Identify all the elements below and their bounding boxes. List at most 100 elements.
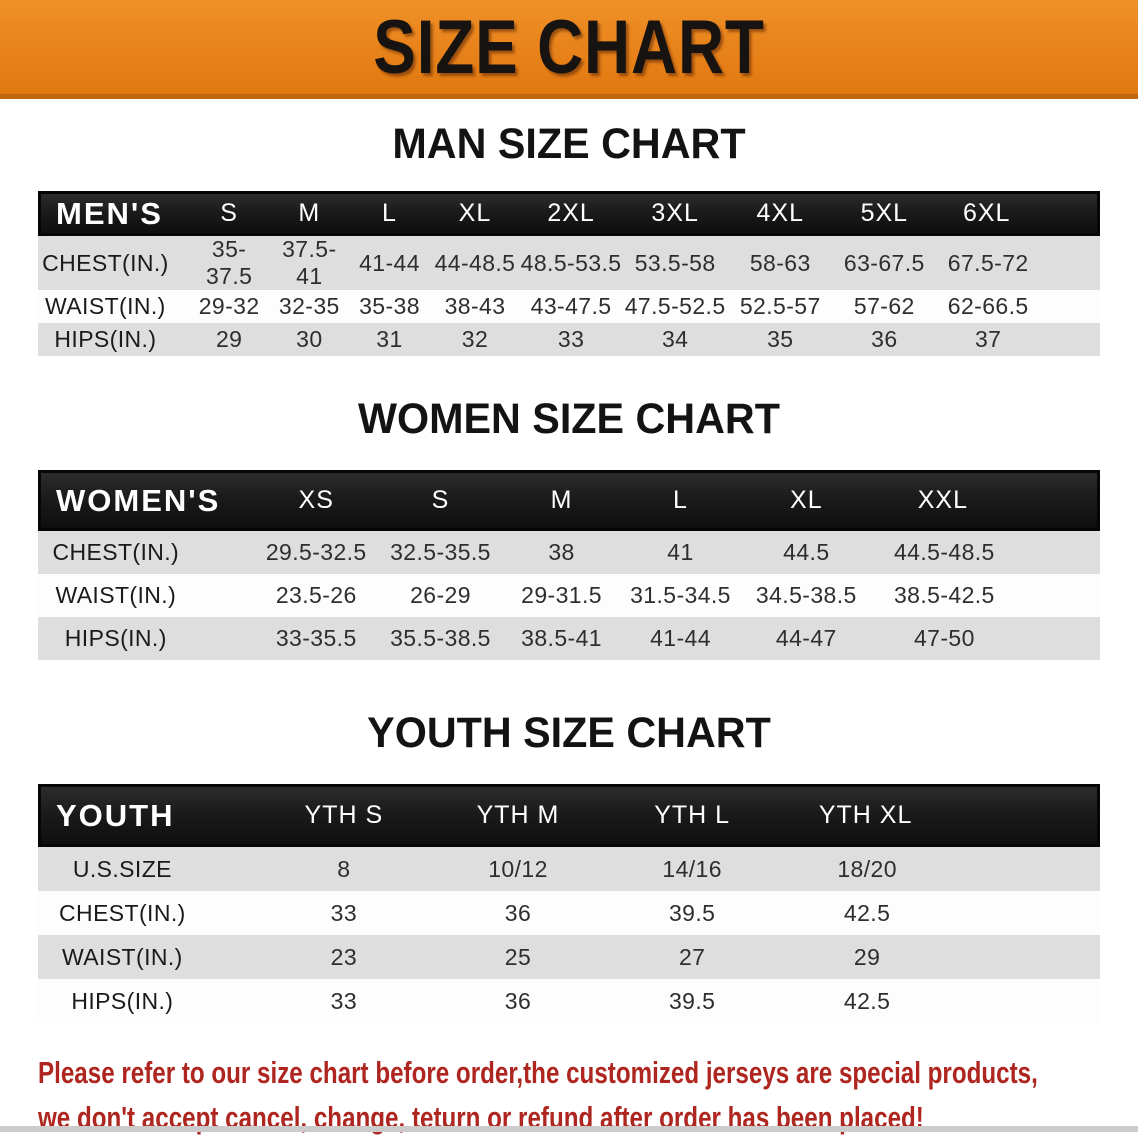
men-size-table: MEN'S S M L XL 2XL 3XL 4XL 5XL 6XL CHEST(IN.) 35-37… [38, 191, 1100, 356]
table-row-waist-in: WAIST(IN.) 29-32 32-35 35-38 38-43 43-47.5 47.… [38, 290, 1100, 323]
size-value-cell: 47.5-52.5 [624, 293, 726, 319]
size-value-cell: 42.5 [843, 987, 891, 1014]
size-value-cell: 39.5 [668, 987, 716, 1014]
size-value-cell: 44.5-48.5 [893, 539, 995, 565]
size-value-cell: 26-29 [410, 582, 471, 608]
column-header-4xl: 4XL [728, 191, 833, 236]
size-value-cell: 23 [330, 943, 358, 970]
row-label-waist-in: WAIST(IN.) [62, 943, 183, 970]
size-value-cell: 29-32 [198, 293, 260, 319]
size-value-cell: 31.5-34.5 [630, 582, 731, 608]
table-row-chest-in: CHEST(IN.) 33 36 39.5 42.5 [38, 891, 1100, 935]
bottom-strip [0, 1126, 1138, 1132]
women-section-title: WOMEN SIZE CHART [358, 395, 780, 443]
row-label-chest-in: CHEST(IN.) [42, 249, 169, 276]
size-value-cell: 41-44 [359, 249, 420, 276]
size-value-cell: 44-47 [775, 625, 837, 651]
size-value-cell: 10/12 [488, 855, 548, 882]
youth-section: YOUTH SIZE CHART YOUTH YTH S YTH M YTH L YTH… [0, 709, 1138, 1023]
size-value-cell: 37 [974, 326, 1002, 352]
size-value-cell: 42.5 [843, 899, 891, 926]
column-header-3xl: 3XL [622, 191, 729, 236]
youth-section-title: YOUTH SIZE CHART [367, 709, 771, 757]
table-corner-label-men-s: MEN'S [38, 191, 189, 236]
size-value-cell: 44-48.5 [434, 249, 516, 276]
size-value-cell: 38 [548, 539, 575, 565]
size-value-cell: 41-44 [650, 625, 711, 651]
size-value-cell: 52.5-57 [739, 293, 821, 319]
size-value-cell: 33 [330, 987, 358, 1014]
size-value-cell: 33 [330, 899, 358, 926]
size-value-cell: 57-62 [853, 293, 915, 319]
size-value-cell: 43-47.5 [530, 293, 612, 319]
size-value-cell: 34.5-38.5 [755, 582, 857, 608]
size-value-cell: 14/16 [662, 855, 722, 882]
size-value-cell: 27 [678, 943, 706, 970]
table-row-hips-in: HIPS(IN.) 33-35.5 35.5-38.5 38.5-41 41-44 44-… [38, 617, 1100, 660]
size-value-cell: 38.5-42.5 [893, 582, 995, 608]
size-value-cell: 33-35.5 [275, 625, 357, 651]
table-row-hips-in: HIPS(IN.) 33 36 39.5 42.5 [38, 979, 1100, 1023]
size-value-cell: 30 [296, 326, 323, 352]
disclaimer-text: Please refer to our size chart before or… [38, 1050, 1038, 1140]
women-size-table: WOMEN'S XS S M L XL XXL CHEST(IN.) 29.5-32.5 32.5… [38, 470, 1100, 660]
table-row-chest-in: CHEST(IN.) 35-37.5 37.5-41 41-44 44-48.5 48.5… [38, 236, 1100, 290]
size-value-cell: 44.5 [783, 539, 830, 565]
column-header-s: S [188, 191, 270, 236]
men-section: MAN SIZE CHART MEN'S S M L XL 2XL 3XL 4XL 5XL 6XL… [0, 120, 1138, 356]
size-value-cell: 31 [376, 326, 403, 352]
size-value-cell: 25 [504, 943, 532, 970]
column-header-xs: XS [253, 470, 379, 531]
women-section: WOMEN SIZE CHART WOMEN'S XS S M L XL XXL CHEST(… [0, 395, 1138, 660]
size-value-cell: 29 [853, 943, 881, 970]
size-value-cell: 47-50 [913, 625, 975, 651]
size-value-cell: 23.5-26 [275, 582, 357, 608]
table-header-row: WOMEN'S XS S M L XL XXL [38, 470, 1100, 531]
size-value-cell: 36 [504, 987, 532, 1014]
column-header-yth-m: YTH M [430, 784, 606, 847]
size-value-cell: 67.5-72 [947, 249, 1029, 276]
table-row-waist-in: WAIST(IN.) 23 25 27 29 [38, 935, 1100, 979]
size-value-cell: 38.5-41 [521, 625, 602, 651]
column-header-s: S [378, 470, 503, 531]
size-value-cell: 29 [215, 326, 243, 352]
table-corner-label-women-s: WOMEN'S [38, 470, 254, 531]
row-label-u-s-size: U.S.SIZE [72, 855, 172, 882]
banner-title: SIZE CHART [373, 4, 765, 90]
column-header-xl: XL [739, 470, 873, 531]
size-value-cell: 32.5-35.5 [390, 539, 491, 565]
column-header-6xl: 6XL [936, 191, 1100, 236]
size-value-cell: 35-38 [359, 293, 420, 319]
row-label-chest-in: CHEST(IN.) [52, 539, 180, 565]
size-value-cell: 29-31.5 [521, 582, 602, 608]
size-value-cell: 62-66.5 [947, 293, 1029, 319]
table-row-chest-in: CHEST(IN.) 29.5-32.5 32.5-35.5 38 41 44.5 44.5… [38, 531, 1100, 574]
column-header-m: M [502, 470, 622, 531]
column-header-5xl: 5XL [832, 191, 937, 236]
size-value-cell: 32 [461, 326, 489, 352]
size-value-cell: 32-35 [278, 293, 340, 319]
size-value-cell: 8 [337, 855, 351, 882]
column-header-yth-xl: YTH XL [779, 784, 1100, 847]
row-label-hips-in: HIPS(IN.) [64, 625, 167, 651]
table-header-row: YOUTH YTH S YTH M YTH L YTH XL [38, 784, 1100, 847]
size-value-cell: 41 [667, 539, 694, 565]
size-value-cell: 58-63 [749, 249, 811, 276]
table-row-hips-in: HIPS(IN.) 29 30 31 32 33 34 35 36 37 [38, 323, 1100, 356]
row-label-hips-in: HIPS(IN.) [71, 987, 174, 1014]
column-header-2xl: 2XL [520, 191, 623, 236]
table-corner-label-youth: YOUTH [38, 784, 257, 847]
row-label-chest-in: CHEST(IN.) [59, 899, 186, 926]
men-section-title: MAN SIZE CHART [392, 120, 746, 168]
disclaimer-line-1: Please refer to our size chart before or… [38, 1055, 1038, 1090]
row-label-waist-in: WAIST(IN.) [45, 293, 166, 319]
size-value-cell: 18/20 [837, 855, 897, 882]
column-header-m: M [269, 191, 350, 236]
row-label-hips-in: HIPS(IN.) [54, 326, 157, 352]
youth-size-table: YOUTH YTH S YTH M YTH L YTH XL U.S.SIZE 8 10/12… [38, 784, 1100, 1023]
size-value-cell: 39.5 [668, 899, 716, 926]
column-header-yth-s: YTH S [256, 784, 431, 847]
size-value-cell: 38-43 [444, 293, 506, 319]
column-header-xxl: XXL [872, 470, 1100, 531]
size-value-cell: 35-37.5 [205, 236, 253, 289]
